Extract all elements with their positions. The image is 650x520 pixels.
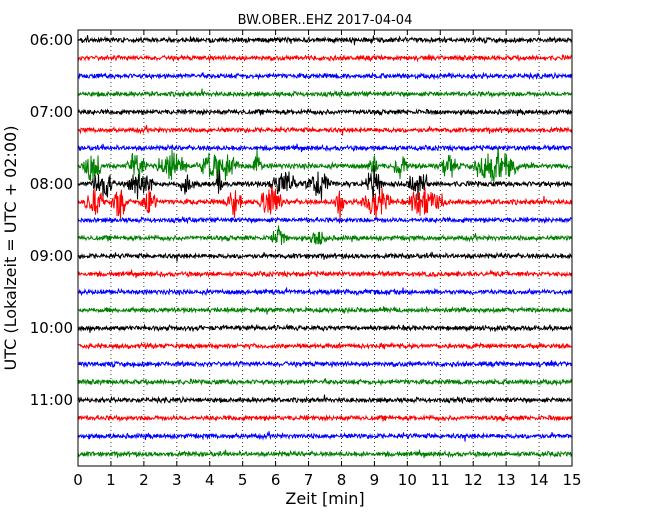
x-tick-label: 12	[464, 471, 483, 489]
y-tick-label: 06:00	[30, 31, 73, 49]
trace-0830	[77, 215, 573, 225]
x-tick-label: 7	[304, 471, 314, 489]
trace-1100	[77, 394, 573, 405]
trace-0900	[77, 251, 573, 262]
trace-layer	[77, 35, 573, 459]
trace-1130	[77, 431, 573, 442]
x-tick-label: 14	[530, 471, 549, 489]
trace-1030	[77, 359, 572, 369]
y-tick-label: 09:00	[30, 247, 73, 265]
trace-1000	[77, 323, 573, 333]
x-tick-label: 1	[106, 471, 116, 489]
trace-0645	[77, 88, 573, 99]
x-tick-label: 9	[370, 471, 380, 489]
trace-1045	[77, 377, 573, 387]
vertical-grid	[110, 30, 540, 466]
trace-0730	[77, 143, 573, 153]
trace-0715	[77, 125, 573, 136]
trace-0930	[77, 287, 573, 297]
x-tick-label: 2	[139, 471, 149, 489]
trace-1115	[77, 414, 573, 423]
y-tick-label: 07:00	[30, 103, 73, 121]
x-tick-label: 13	[497, 471, 516, 489]
x-axis-ticks: 0 1 2 3 4 5 6 7 8 9 10 11 12 13 14 15	[73, 30, 582, 489]
y-tick-label: 10:00	[30, 319, 73, 337]
x-tick-label: 5	[238, 471, 248, 489]
y-axis-ticks: 06:00 07:00 08:00 09:00 10:00 11:00	[30, 31, 572, 409]
trace-0630	[77, 71, 573, 81]
x-tick-label: 8	[337, 471, 347, 489]
chart-title: BW.OBER..EHZ 2017-04-04	[238, 13, 413, 28]
plot-frame	[77, 29, 573, 467]
x-tick-label: 4	[205, 471, 215, 489]
y-axis-label: UTC (Lokalzeit = UTC + 02:00)	[1, 126, 20, 371]
trace-0945	[77, 305, 573, 315]
x-axis-label: Zeit [min]	[285, 489, 364, 508]
trace-1015	[77, 341, 573, 351]
trace-0615	[77, 53, 572, 63]
trace-0845	[77, 225, 573, 246]
x-tick-label: 10	[398, 471, 417, 489]
trace-0815	[77, 185, 573, 222]
y-tick-label: 08:00	[30, 175, 73, 193]
trace-0745	[77, 147, 573, 185]
y-tick-label: 11:00	[30, 391, 73, 409]
trace-0800	[77, 165, 573, 201]
x-tick-label: 3	[172, 471, 182, 489]
x-tick-label: 11	[431, 471, 450, 489]
trace-1145	[77, 449, 573, 459]
trace-0600	[77, 35, 572, 46]
trace-0700	[77, 108, 573, 117]
x-tick-label: 6	[271, 471, 281, 489]
x-tick-label: 0	[73, 471, 83, 489]
trace-0915	[77, 269, 573, 279]
x-tick-label: 15	[562, 471, 581, 489]
